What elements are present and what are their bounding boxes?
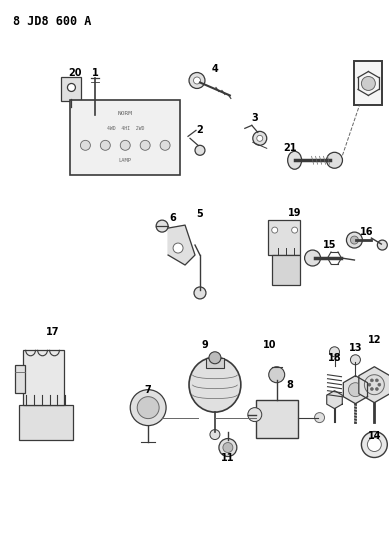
Circle shape	[209, 352, 221, 364]
FancyBboxPatch shape	[62, 77, 82, 101]
Circle shape	[351, 236, 358, 244]
Text: 15: 15	[323, 240, 336, 250]
Circle shape	[248, 408, 262, 422]
Polygon shape	[359, 367, 390, 402]
Text: 14: 14	[368, 431, 381, 441]
Circle shape	[80, 140, 90, 150]
Text: 18: 18	[328, 353, 341, 363]
Circle shape	[223, 442, 233, 453]
Circle shape	[378, 383, 381, 386]
Text: 19: 19	[288, 208, 301, 218]
Circle shape	[194, 287, 206, 299]
Circle shape	[315, 413, 324, 423]
Circle shape	[370, 379, 373, 382]
Circle shape	[364, 375, 384, 394]
Circle shape	[351, 355, 360, 365]
Bar	[355, 61, 382, 106]
Circle shape	[370, 387, 373, 391]
Bar	[268, 220, 300, 255]
Circle shape	[173, 243, 183, 253]
Text: 7: 7	[145, 385, 152, 394]
Circle shape	[195, 146, 205, 155]
Circle shape	[219, 439, 237, 456]
Circle shape	[269, 367, 285, 383]
Circle shape	[189, 72, 205, 88]
Circle shape	[362, 77, 375, 91]
Text: 12: 12	[368, 335, 381, 345]
Bar	[19, 405, 73, 440]
Circle shape	[137, 397, 159, 418]
Circle shape	[193, 77, 200, 84]
Bar	[206, 358, 224, 368]
Polygon shape	[327, 391, 342, 409]
Bar	[15, 365, 25, 393]
Text: 11: 11	[221, 453, 235, 463]
Text: 4: 4	[211, 63, 218, 74]
Text: 4WD  4HI  2WD: 4WD 4HI 2WD	[106, 126, 144, 131]
Circle shape	[67, 84, 75, 92]
Circle shape	[292, 227, 298, 233]
Text: 5: 5	[197, 209, 203, 219]
Ellipse shape	[189, 357, 241, 412]
Circle shape	[375, 387, 378, 391]
Bar	[23, 350, 64, 405]
Circle shape	[160, 140, 170, 150]
Text: 8: 8	[286, 379, 293, 390]
Circle shape	[210, 430, 220, 440]
Bar	[272, 255, 300, 285]
Text: LAMP: LAMP	[119, 158, 132, 163]
Circle shape	[375, 379, 378, 382]
Circle shape	[272, 227, 278, 233]
Circle shape	[257, 135, 263, 141]
Circle shape	[305, 250, 321, 266]
Text: 13: 13	[349, 343, 362, 353]
Text: 1: 1	[92, 68, 99, 77]
Text: NORM: NORM	[118, 111, 133, 116]
Circle shape	[156, 220, 168, 232]
Circle shape	[346, 232, 362, 248]
Text: 17: 17	[46, 327, 59, 337]
Text: 8 JD8 600 A: 8 JD8 600 A	[12, 15, 91, 28]
Circle shape	[130, 390, 166, 425]
Circle shape	[368, 383, 371, 386]
Circle shape	[348, 383, 362, 397]
Text: 6: 6	[170, 213, 176, 223]
Text: 10: 10	[263, 340, 277, 350]
Circle shape	[362, 432, 387, 457]
Bar	[256, 400, 298, 438]
Text: 16: 16	[360, 227, 373, 237]
Circle shape	[140, 140, 150, 150]
Text: 2: 2	[197, 125, 203, 135]
Circle shape	[330, 347, 339, 357]
Polygon shape	[168, 225, 195, 265]
Circle shape	[378, 240, 387, 250]
Text: 21: 21	[283, 143, 296, 154]
Circle shape	[120, 140, 130, 150]
Circle shape	[253, 131, 267, 146]
Circle shape	[326, 152, 342, 168]
Text: 20: 20	[69, 68, 82, 77]
FancyBboxPatch shape	[71, 100, 180, 175]
Circle shape	[100, 140, 110, 150]
Text: 9: 9	[202, 340, 208, 350]
Text: 3: 3	[252, 114, 258, 123]
Circle shape	[367, 438, 381, 451]
Ellipse shape	[288, 151, 301, 169]
Polygon shape	[343, 376, 367, 403]
